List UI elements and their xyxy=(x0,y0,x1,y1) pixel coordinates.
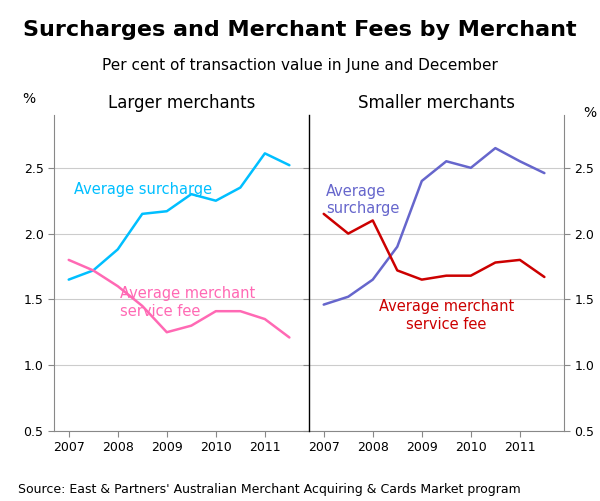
Text: Source: East & Partners' Australian Merchant Acquiring & Cards Market program: Source: East & Partners' Australian Merc… xyxy=(18,483,521,496)
Title: Larger merchants: Larger merchants xyxy=(108,94,255,112)
Text: Surcharges and Merchant Fees by Merchant: Surcharges and Merchant Fees by Merchant xyxy=(23,20,577,40)
Text: Average merchant
service fee: Average merchant service fee xyxy=(120,286,256,319)
Text: Average surcharge: Average surcharge xyxy=(74,182,212,197)
Y-axis label: %: % xyxy=(22,92,35,106)
Text: Per cent of transaction value in June and December: Per cent of transaction value in June an… xyxy=(102,58,498,73)
Text: Average
surcharge: Average surcharge xyxy=(326,184,400,216)
Title: Smaller merchants: Smaller merchants xyxy=(358,94,515,112)
Y-axis label: %: % xyxy=(583,106,596,120)
Text: Average merchant
service fee: Average merchant service fee xyxy=(379,300,514,332)
